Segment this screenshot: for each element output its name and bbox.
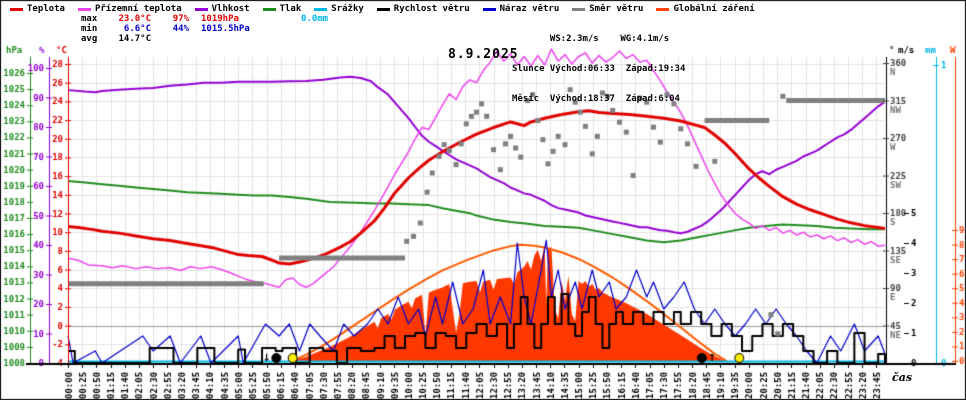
legend-label: Rychlost větru xyxy=(393,4,470,14)
legend-item-rychlost-vetru: Rychlost větru xyxy=(376,4,470,14)
tlak-swatch xyxy=(262,7,276,11)
date-label: 8.9.2025 xyxy=(448,47,519,62)
stats-max-humidity: 97% xyxy=(172,14,189,24)
teplota-swatch xyxy=(10,7,23,11)
stats-min-label: min xyxy=(81,24,98,34)
prizemni-swatch xyxy=(77,7,91,11)
stats-min-row: min 6.6°C 44% 1015.5hPa xyxy=(81,24,328,34)
wind-sun-moon-info: WS:2.3m/s WG:4.1m/s Slunce Východ:06:33 … xyxy=(512,14,685,124)
legend-label: Teplota xyxy=(27,4,65,14)
legend: Teplota Přízemní teplota Vlhkost Tlak Sr… xyxy=(10,4,768,14)
stats-max-precip: 0.0mm xyxy=(301,14,329,24)
smer-swatch xyxy=(572,7,586,11)
stats-min-humidity: 44% xyxy=(172,24,189,34)
rychlost-swatch xyxy=(376,7,390,11)
legend-label: Srážky xyxy=(331,4,364,14)
stats-avg-temp: 14.7°C xyxy=(118,34,151,44)
legend-label: Směr větru xyxy=(589,4,644,14)
wind-stats-line: WS:2.3m/s WG:4.1m/s xyxy=(512,34,670,44)
legend-label: Vlhkost xyxy=(211,4,250,14)
legend-label: Tlak xyxy=(279,4,302,14)
legend-item-smer-vetru: Směr větru xyxy=(572,4,643,14)
legend-item-vlhkost: Vlhkost xyxy=(194,4,250,14)
stats-max-temp: 23.0°C xyxy=(118,14,151,24)
legend-item-teplota: Teplota xyxy=(10,4,65,14)
legend-label: Přízemní teplota xyxy=(94,4,182,14)
stats-avg-row: avg 14.7°C xyxy=(81,34,328,44)
legend-label: Náraz větru xyxy=(499,4,560,14)
sun-times-line: Slunce Východ:06:33 Západ:19:34 xyxy=(512,64,686,74)
stats-min-temp: 6.6°C xyxy=(123,24,151,34)
legend-item-srazky: Srážky xyxy=(314,4,364,14)
stats-min-pressure: 1015.5hPa xyxy=(201,24,250,34)
legend-item-tlak: Tlak xyxy=(262,4,302,14)
stats-summary: max 23.0°C 97% 1019hPa 0.0mm min 6.6°C 44% 1015… xyxy=(81,14,328,44)
stats-max-pressure: 1019hPa xyxy=(201,14,239,24)
legend-item-naraz-vetru: Náraz větru xyxy=(482,4,560,14)
x-axis-label: čas xyxy=(892,371,913,384)
legend-item-globalni-zareni: Globální záření xyxy=(656,4,755,14)
stats-avg-label: avg xyxy=(81,34,98,44)
stats-max-row: max 23.0°C 97% 1019hPa 0.0mm xyxy=(81,14,328,24)
legend-label: Globální záření xyxy=(673,4,755,14)
naraz-swatch xyxy=(482,7,496,11)
moon-times-line: Měsíc Východ:18:37 Západ:6:04 xyxy=(512,94,680,104)
srazky-swatch xyxy=(314,7,328,11)
zareni-swatch xyxy=(656,7,670,11)
stats-max-label: max xyxy=(81,14,98,24)
legend-item-prizemni-teplota: Přízemní teplota xyxy=(77,4,182,14)
vlhkost-swatch xyxy=(194,7,208,11)
